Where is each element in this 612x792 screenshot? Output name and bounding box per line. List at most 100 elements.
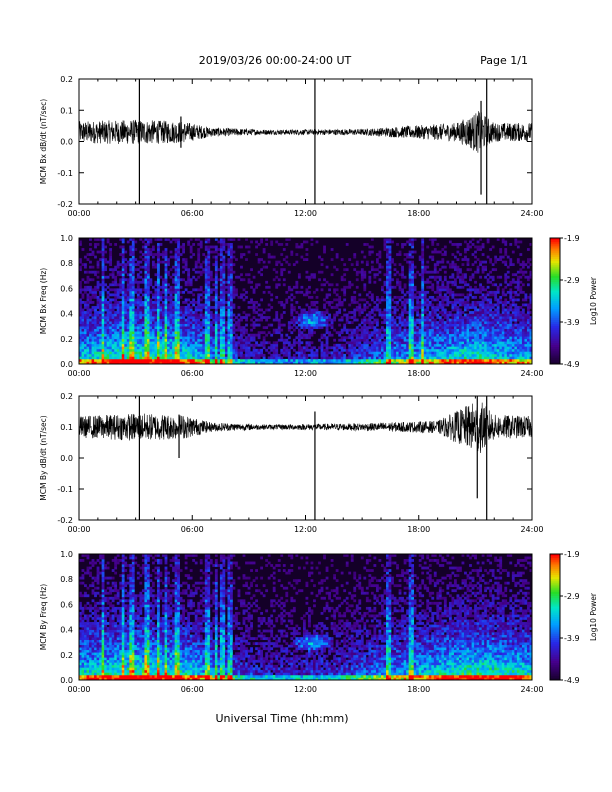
spectrogram-cell	[320, 263, 324, 267]
spectrogram-cell	[169, 316, 173, 319]
panels: 00:00 06:00 12:00 18:00 24:00-0.2-0.10.00.10…	[39, 75, 598, 694]
spectrogram-cell	[348, 285, 352, 289]
spectrogram-cell	[227, 298, 231, 302]
spectrogram-cell	[461, 278, 465, 282]
spectrogram-cell	[204, 326, 208, 330]
spectrogram-cell	[212, 343, 216, 347]
spectrogram-cell	[209, 316, 213, 319]
spectrogram-cell	[214, 275, 218, 279]
spectrogram-cell	[443, 265, 447, 269]
spectrogram-cell	[114, 268, 118, 272]
spectrogram-cell	[446, 346, 450, 350]
spectrogram-cell	[441, 353, 445, 357]
spectrogram-cell	[461, 343, 465, 347]
spectrogram-cell	[199, 265, 203, 269]
spectrogram-cell	[443, 250, 447, 254]
spectrogram-cell	[197, 253, 201, 256]
spectrogram-cell	[396, 326, 399, 330]
spectrogram-cell	[131, 321, 135, 324]
spectrogram-cell	[438, 260, 442, 264]
spectrogram-cell	[111, 321, 115, 324]
spectrogram-cell	[172, 295, 175, 299]
spectrogram-cell	[378, 328, 382, 332]
spectrogram-cell	[285, 260, 289, 264]
spectrogram-cell	[149, 328, 153, 332]
spectrogram-cell	[416, 351, 420, 355]
spectrogram-cell	[214, 358, 218, 362]
spectrogram-cell	[177, 248, 180, 251]
spectrogram-cell	[174, 250, 178, 254]
spectrogram-cell	[119, 353, 123, 357]
spectrogram-cell	[111, 318, 115, 322]
spectrogram-cell	[174, 288, 178, 292]
spectrogram-cell	[245, 313, 248, 317]
spectrogram-cell	[433, 313, 437, 317]
spectrogram-cell	[84, 341, 87, 345]
spectrogram-cell	[401, 351, 404, 355]
spectrogram-cell	[388, 311, 392, 314]
spectrogram-cell	[373, 280, 377, 284]
spectrogram-cell	[131, 318, 135, 322]
spectrogram-cell	[464, 318, 467, 322]
spectrogram-cell	[270, 343, 274, 347]
spectrogram-cell	[214, 258, 218, 261]
spectrogram-cell	[144, 268, 148, 272]
spectrogram-cell	[144, 238, 148, 241]
spectrogram-cell	[94, 245, 97, 249]
spectrogram-cell	[134, 353, 138, 357]
spectrogram-cell	[111, 283, 115, 287]
spectrogram-cell	[408, 351, 412, 355]
spectrogram-cell	[378, 338, 382, 342]
spectrogram-cell	[136, 318, 140, 322]
spectrogram-cell	[89, 290, 92, 294]
spectrogram-cell	[111, 316, 115, 319]
spectrogram-cell	[86, 326, 90, 330]
spectrogram-cell	[401, 270, 404, 274]
spectrogram-cell	[199, 298, 203, 302]
spectrogram-cell	[227, 318, 231, 322]
spectrogram-cell	[388, 361, 392, 365]
spectrogram-cell	[408, 341, 412, 345]
spectrogram-cell	[207, 255, 211, 259]
spectrogram-cell	[318, 270, 321, 274]
spectrogram-cell	[119, 285, 123, 289]
spectrogram-cell	[428, 346, 432, 350]
spectrogram-cell	[139, 343, 143, 347]
spectrogram-cell	[386, 353, 389, 357]
spectrogram-cell	[159, 285, 163, 289]
spectrogram-cell	[157, 358, 160, 362]
spectrogram-cell	[428, 295, 432, 299]
spectrogram-cell	[126, 353, 130, 357]
spectrogram-cell	[224, 361, 228, 365]
spectrogram-cell	[466, 338, 470, 342]
spectrogram-cell	[459, 353, 462, 357]
spectrogram-cell	[456, 313, 460, 317]
spectrogram-cell	[174, 265, 178, 269]
spectrogram-cell	[270, 353, 274, 357]
spectrogram-cell	[129, 316, 133, 319]
spectrogram-cell	[260, 238, 264, 241]
spectrogram-cell	[421, 270, 425, 274]
spectrogram-cell	[202, 306, 206, 309]
spectrogram-cell	[227, 295, 231, 299]
spectrogram-cell	[84, 353, 87, 357]
spectrogram-cell	[436, 323, 440, 327]
spectrogram-cell	[104, 316, 107, 319]
spectrogram-cell	[144, 258, 148, 261]
spectrogram-cell	[328, 318, 331, 322]
spectrogram-cell	[446, 321, 450, 324]
spectrogram-cell	[131, 356, 135, 360]
spectrogram-cell	[104, 351, 107, 355]
spectrogram-cell	[403, 303, 407, 307]
spectrogram-cell	[209, 273, 213, 277]
spectrogram-cell	[456, 358, 460, 362]
spectrogram-cell	[300, 321, 304, 324]
spectrogram-cell	[386, 250, 389, 254]
spectrogram-cell	[197, 293, 201, 297]
spectrogram-cell	[401, 268, 404, 272]
spectrogram-cell	[131, 313, 135, 317]
spectrogram-cell	[169, 290, 173, 294]
spectrogram-cell	[109, 250, 113, 254]
spectrogram-cell	[224, 346, 228, 350]
spectrogram-cell	[177, 278, 180, 282]
